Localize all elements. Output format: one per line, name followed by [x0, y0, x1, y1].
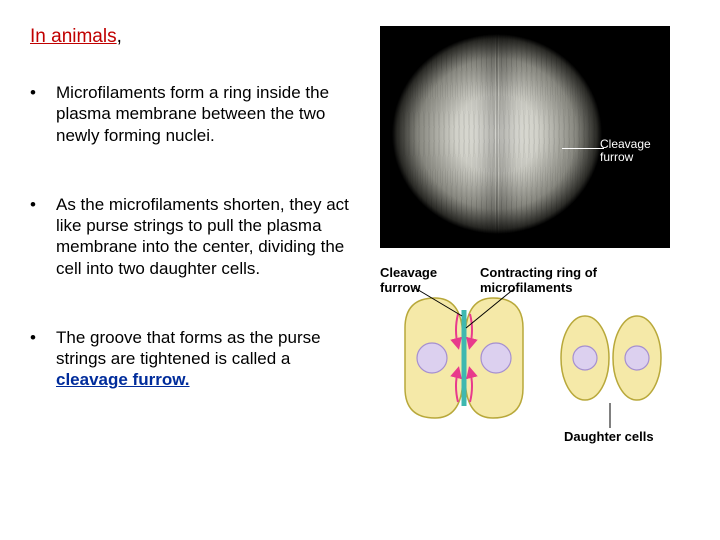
micrograph-label: Cleavage furrow — [600, 138, 664, 164]
title-highlight: In animals — [30, 26, 117, 47]
bullet-item: • As the microfilaments shorten, they ac… — [30, 194, 360, 279]
label-contracting-ring: Contracting ring of microfilaments — [480, 266, 597, 296]
dividing-cell — [405, 298, 523, 418]
bullet-text: Microfilaments form a ring inside the pl… — [56, 82, 360, 146]
furrow-groove — [495, 34, 499, 234]
bullet-prefix: The groove that forms as the purse strin… — [56, 328, 321, 368]
diagram-figure: Cleavage furrow Contracting ring of micr… — [380, 268, 680, 468]
micrograph-leader-line — [562, 148, 604, 149]
bullet-list: • Microfilaments form a ring inside the … — [30, 82, 360, 391]
slide-title: In animals, — [30, 26, 360, 48]
bullet-item: • The groove that forms as the purse str… — [30, 327, 360, 391]
bullet-marker: • — [30, 327, 56, 391]
nucleus — [417, 343, 447, 373]
bullet-item: • Microfilaments form a ring inside the … — [30, 82, 360, 146]
nucleus — [481, 343, 511, 373]
bullet-text: As the microfilaments shorten, they act … — [56, 194, 360, 279]
daughter-cells — [561, 316, 661, 400]
micrograph-figure: Cleavage furrow — [380, 26, 670, 248]
bullet-text: The groove that forms as the purse strin… — [56, 327, 360, 391]
slide: In animals, • Microfilaments form a ring… — [0, 0, 720, 494]
label-cleavage-furrow: Cleavage furrow — [380, 266, 437, 296]
cell-photo — [392, 34, 602, 234]
figure-column: Cleavage furrow — [380, 26, 690, 468]
key-term: cleavage furrow. — [56, 370, 190, 389]
text-column: In animals, • Microfilaments form a ring… — [30, 26, 360, 468]
bullet-marker: • — [30, 82, 56, 146]
title-comma: , — [117, 26, 122, 47]
label-daughter-cells: Daughter cells — [564, 430, 654, 445]
bullet-marker: • — [30, 194, 56, 279]
